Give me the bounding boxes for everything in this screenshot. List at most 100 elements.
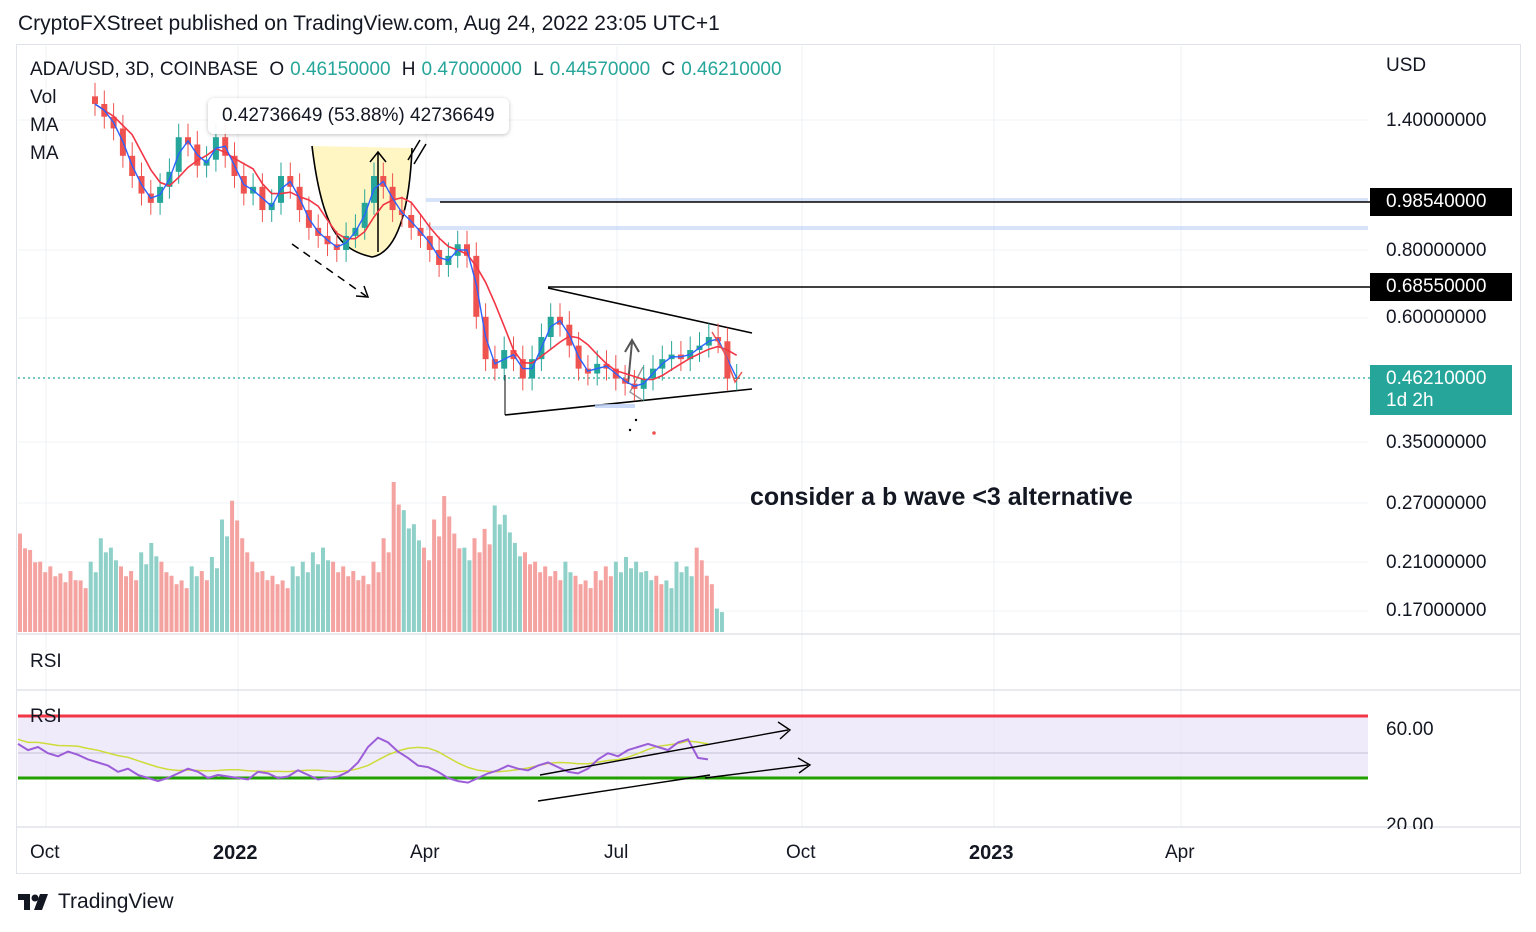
candle-body [733,377,740,380]
volume-bar [194,576,199,632]
volume-bar [260,571,265,632]
volume-bar [28,549,33,632]
volume-bar [437,536,442,632]
rsi-pane-label[interactable]: RSI [30,651,62,672]
volume-bar [361,575,366,632]
volume-bar [250,561,255,632]
volume-bar [58,573,63,632]
volume-bar [275,584,280,632]
ma-indicator-label-1[interactable]: MA [30,115,59,136]
volume-bar [220,519,224,632]
volume-bar [543,566,548,632]
dot-1 [628,428,632,432]
volume-bar [452,533,457,632]
triangle-upper [547,287,753,334]
volume-bar [129,571,134,632]
volume-bar [482,528,487,632]
price-tick: 0.21000000 [1386,552,1487,573]
volume-bar [78,580,83,632]
volume-bar [134,580,139,632]
volume-bar [341,566,346,632]
measure-tooltip: 0.42736649 (53.88%) 42736649 [208,98,509,134]
volume-bar [68,571,73,632]
volume-bar [315,564,320,632]
rsi-tick: 20.00 [1386,815,1434,829]
volume-bar [169,575,174,632]
volume-bar [558,580,563,632]
last-price-value: 0.46210000 [1386,368,1487,389]
volume-bar [48,566,53,632]
volume-bar [427,560,432,632]
volume-bar [119,566,123,632]
price-tick: 0.27000000 [1386,493,1487,514]
volume-bar [624,557,628,632]
level-price-label-2: 0.68550000 [1370,273,1512,301]
volume-bar [88,561,93,632]
volume-bar [285,588,290,632]
volume-series [18,482,724,632]
volume-bar [18,533,22,632]
volume-bar [664,580,669,632]
rsi-arrow-2 [704,764,809,779]
volume-bar [654,575,659,632]
volume-bar [644,571,649,632]
vol-indicator-label[interactable]: Vol [30,87,57,108]
volume-bar [164,572,169,632]
grey-arrow-up [624,338,640,385]
volume-bar [255,572,260,632]
cup-rim-2 [413,143,427,165]
volume-bar [356,580,361,632]
low-value: 0.44570000 [549,59,651,80]
volume-bar [144,564,149,632]
volume-bar [245,552,250,632]
dot-2 [634,418,638,422]
volume-bar [699,560,704,632]
volume-bar [442,496,447,632]
volume-bar [568,572,573,632]
volume-bar [457,548,462,632]
volume-bar [608,576,613,632]
price-tick: 0.60000000 [1386,307,1487,328]
rsi-indicator-label[interactable]: RSI [30,706,62,727]
close-label: C [661,59,676,80]
volume-bar [326,560,331,632]
volume-bar [467,560,472,632]
rsi-arrow-1-head [777,721,792,740]
high-value: 0.47000000 [421,59,522,80]
price-tick: 0.35000000 [1386,432,1487,453]
volume-bar [351,571,356,632]
projection-path [711,331,743,384]
volume-bar [33,562,38,632]
volume-bar [634,561,639,632]
volume-bar [300,561,305,632]
volume-bar [113,560,118,632]
volume-bar [618,572,623,632]
volume-bar [73,580,78,632]
volume-bar [240,538,245,632]
volume-bar [598,580,603,632]
volume-bar [563,561,568,632]
volume-bar [462,547,467,632]
volume-bar [492,505,497,632]
volume-bar [366,584,371,632]
time-label: Oct [786,842,816,863]
volume-bar [174,584,179,632]
volume-bar [432,519,437,632]
volume-bar [179,580,184,632]
volume-bar [583,580,588,632]
volume-bar [396,504,401,632]
volume-bar [502,514,507,632]
volume-bar [416,540,421,632]
volume-bar [472,538,477,632]
ma-indicator-label-2[interactable]: MA [30,143,59,164]
footer-brand[interactable]: TradingView [18,890,174,914]
volume-bar [265,580,270,632]
time-label: 2023 [969,842,1014,864]
last-price-label: 0.46210000 1d 2h [1370,365,1512,415]
rsi-trend-lower [537,774,711,802]
price-tick: 0.80000000 [1386,240,1487,261]
volume-bar [336,572,341,632]
volume-bar [321,547,325,632]
time-label: Oct [30,842,60,863]
